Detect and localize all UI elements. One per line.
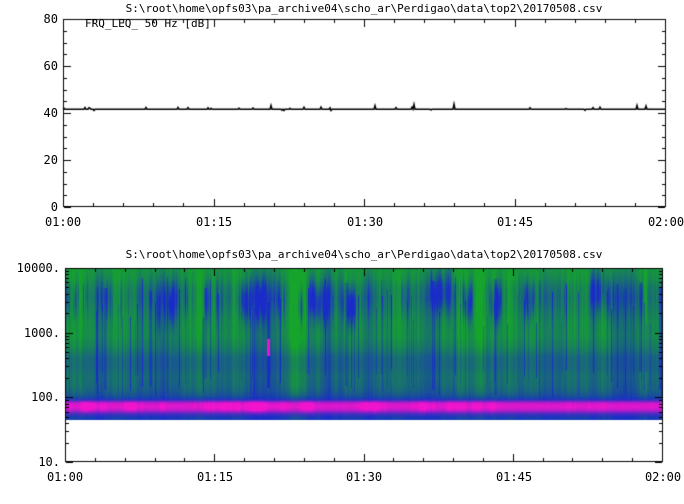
bottom-chart-x-tick-label: 01:30 [345, 470, 383, 484]
bottom-chart-title: S:\root\home\opfs03\pa_archive04\scho_ar… [125, 248, 603, 261]
bottom-chart-y-tick-label: 1000. [23, 326, 60, 340]
bottom-chart-y-tick-label: 100. [31, 390, 60, 404]
top-chart-x-tick-label: 02:00 [647, 215, 684, 229]
top-chart-y-tick-label: 40 [43, 106, 58, 120]
top-chart-y-tick-label: 20 [43, 153, 58, 167]
top-chart-x-tick-label: 01:30 [346, 215, 384, 229]
bottom-chart-x-tick-label: 01:15 [196, 470, 234, 484]
top-chart-series-label: FRQ_LEQ_ 50 Hz [dB] [85, 17, 211, 30]
top-chart-x-tick-label: 01:15 [195, 215, 233, 229]
top-chart-x-tick-label: 01:45 [496, 215, 534, 229]
bottom-chart-y-tick-label: 10. [38, 455, 60, 469]
top-chart-x-tick-label: 01:00 [44, 215, 82, 229]
bottom-chart-x-tick-label: 01:00 [46, 470, 84, 484]
top-chart-y-tick-label: 80 [43, 12, 58, 26]
bottom-chart-y-tick-label: 10000. [16, 261, 60, 275]
top-chart-y-tick-label: 60 [43, 59, 58, 73]
bottom-chart-x-tick-label: 02:00 [644, 470, 682, 484]
top-chart-y-tick-label: 0 [50, 200, 58, 214]
bottom-chart-x-tick-label: 01:45 [495, 470, 533, 484]
top-chart-title: S:\root\home\opfs03\pa_archive04\scho_ar… [125, 2, 603, 15]
